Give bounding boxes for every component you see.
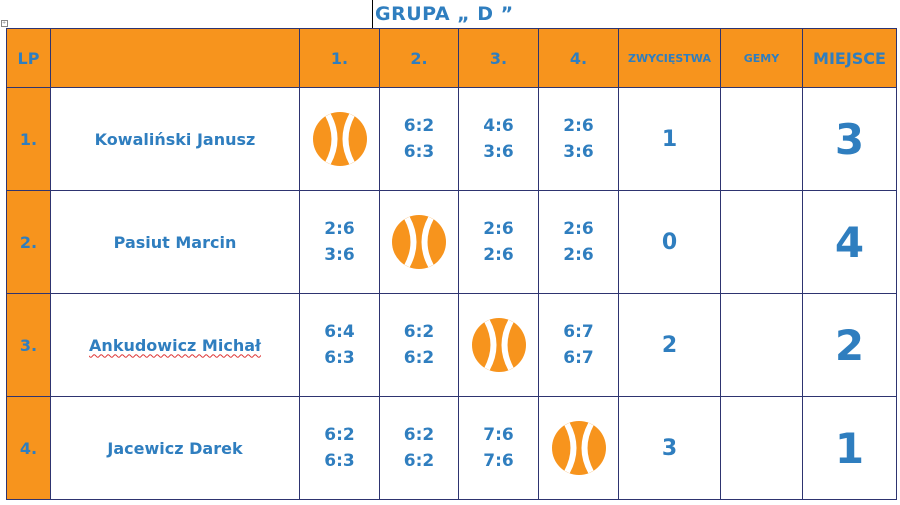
match-score: 6:7 6:7 (538, 293, 619, 397)
set-score: 3:6 (483, 142, 514, 162)
header-opponent-1: 1. (299, 28, 380, 88)
games-count (720, 87, 803, 191)
wins-count: 1 (618, 87, 721, 191)
final-place: 4 (802, 190, 897, 294)
wins-count: 2 (618, 293, 721, 397)
final-place: 2 (802, 293, 897, 397)
table-row: 1. Kowaliński Janusz 6:2 6:3 4:6 3:6 2:6 3:6 1 3 (6, 87, 897, 191)
match-score: 4:6 3:6 (458, 87, 539, 191)
group-results-table: LP 1. 2. 3. 4. ZWYCIĘSTWA GEMY MIEJSCE 1… (6, 28, 897, 500)
games-count (720, 293, 803, 397)
set-score: 6:2 (403, 348, 435, 368)
self-match-cell (538, 396, 619, 500)
final-place: 3 (802, 87, 897, 191)
match-score: 7:6 7:6 (458, 396, 539, 500)
self-match-cell (379, 190, 459, 294)
header-name (50, 28, 300, 88)
header-games: GEMY (720, 28, 803, 88)
header-place: MIEJSCE (802, 28, 897, 88)
header-opponent-3: 3. (458, 28, 539, 88)
page-title: GRUPA „ D ” (372, 0, 514, 28)
tennis-ball-icon (391, 215, 447, 269)
final-place: 1 (802, 396, 897, 500)
games-count (720, 396, 803, 500)
header-row: LP 1. 2. 3. 4. ZWYCIĘSTWA GEMY MIEJSCE (6, 28, 897, 88)
wins-count: 3 (618, 396, 721, 500)
set-score: 6:7 (563, 348, 594, 368)
header-wins: ZWYCIĘSTWA (618, 28, 721, 88)
player-name: Ankudowicz Michał (50, 293, 300, 397)
set-score: 4:6 (483, 116, 514, 136)
match-score: 6:2 6:3 (379, 87, 459, 191)
set-score: 2:6 (483, 219, 514, 239)
self-match-cell (299, 87, 380, 191)
match-score: 6:2 6:2 (379, 293, 459, 397)
player-name: Pasiut Marcin (50, 190, 300, 294)
set-score: 3:6 (324, 245, 355, 265)
header-opponent-4: 4. (538, 28, 619, 88)
set-score: 2:6 (563, 116, 594, 136)
set-score: 2:6 (483, 245, 514, 265)
set-score: 2:6 (563, 219, 594, 239)
set-score: 6:2 (324, 425, 355, 445)
row-lp: 2. (6, 190, 51, 294)
set-score: 6:2 (403, 116, 435, 136)
set-score: 6:3 (324, 348, 355, 368)
player-name: Kowaliński Janusz (50, 87, 300, 191)
match-score: 2:6 3:6 (538, 87, 619, 191)
set-score: 6:2 (403, 451, 435, 471)
set-score: 7:6 (483, 425, 514, 445)
player-name-text: Kowaliński Janusz (94, 129, 256, 149)
tennis-ball-icon (551, 421, 607, 475)
row-lp: 4. (6, 396, 51, 500)
table-row: 2. Pasiut Marcin 2:6 3:6 2:6 2:6 2:6 2:6 0 4 (6, 190, 897, 294)
set-score: 6:2 (403, 425, 435, 445)
match-score: 6:4 6:3 (299, 293, 380, 397)
set-score: 6:3 (324, 451, 355, 471)
set-score: 7:6 (483, 451, 514, 471)
match-score: 2:6 3:6 (299, 190, 380, 294)
player-name-text: Jacewicz Darek (107, 438, 243, 458)
match-score: 2:6 2:6 (538, 190, 619, 294)
set-score: 6:7 (563, 322, 594, 342)
table-row: 4. Jacewicz Darek 6:2 6:3 6:2 6:2 7:6 7:6 3 1 (6, 396, 897, 500)
set-score: 3:6 (563, 142, 594, 162)
wins-count: 0 (618, 190, 721, 294)
set-score: 2:6 (324, 219, 355, 239)
row-lp: 3. (6, 293, 51, 397)
player-name-text: Ankudowicz Michał (89, 335, 261, 355)
set-score: 6:4 (324, 322, 355, 342)
match-score: 2:6 2:6 (458, 190, 539, 294)
set-score: 2:6 (563, 245, 594, 265)
player-name-text: Pasiut Marcin (113, 232, 237, 252)
tennis-ball-icon (312, 112, 368, 166)
player-name: Jacewicz Darek (50, 396, 300, 500)
tennis-ball-icon (471, 318, 527, 372)
set-score: 6:2 (403, 322, 435, 342)
row-lp: 1. (6, 87, 51, 191)
table-row: 3. Ankudowicz Michał 6:4 6:3 6:2 6:2 6:7 6:7 2 2 (6, 293, 897, 397)
header-lp: LP (6, 28, 51, 88)
games-count (720, 190, 803, 294)
table-move-handle-icon[interactable]: + (1, 20, 8, 27)
set-score: 6:3 (403, 142, 435, 162)
header-opponent-2: 2. (379, 28, 459, 88)
match-score: 6:2 6:3 (299, 396, 380, 500)
self-match-cell (458, 293, 539, 397)
match-score: 6:2 6:2 (379, 396, 459, 500)
